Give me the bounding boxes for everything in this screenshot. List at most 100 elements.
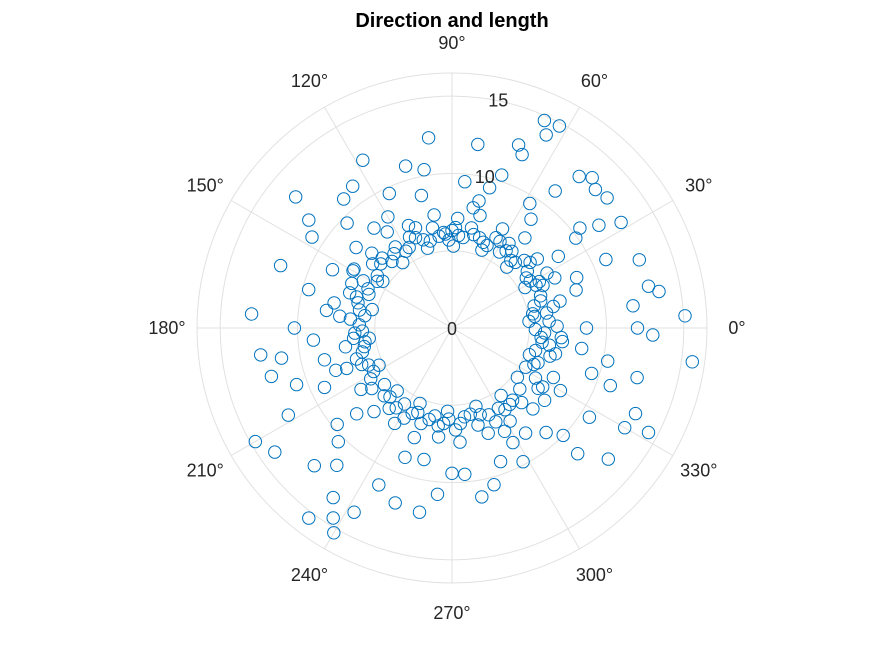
scatter-point [326,511,340,525]
scatter-point [268,445,282,459]
theta-tick-label: 240° [291,565,328,585]
scatter-point [374,257,388,271]
scatter-point [550,319,564,333]
scatter-point [495,222,510,236]
scatter-point [534,294,548,308]
scatter-point [412,505,427,519]
r-tick-label: 10 [475,167,495,187]
scatter-point [523,196,537,211]
scatter-point [571,447,585,461]
theta-grid-spoke [451,327,580,550]
scatter-point [475,490,489,504]
scatter-point [575,341,589,356]
scatter-point [405,406,419,421]
scatter-point [493,454,508,469]
scatter-point [362,331,376,345]
scatter-point [333,309,347,323]
scatter-point [517,253,531,268]
scatter-point [398,450,412,464]
scatter-point [537,393,552,407]
scatter-point [307,459,321,473]
scatter-point [476,235,490,250]
scatter-point [346,264,360,278]
scatter-point [552,119,567,133]
scatter-point [599,252,613,267]
scatter-point [329,363,343,377]
scatter-point [579,321,594,335]
scatter-point [432,229,446,243]
scatter-point [416,233,430,247]
scatter-point [330,458,344,472]
scatter-point [317,380,332,395]
scatter-point [381,210,395,224]
scatter-point [548,271,562,285]
chart-title: Direction and length [355,10,548,32]
theta-tick-label: 0° [728,318,745,338]
scatter-point [473,208,487,223]
scatter-point [497,424,512,438]
scatter-point [502,236,516,251]
scatter-point [397,397,412,411]
scatter-point [365,302,379,317]
scatter-point [364,372,378,386]
scatter-point [540,266,554,280]
scatter-point [382,401,396,416]
scatter-point [548,184,562,198]
scatter-point [551,249,565,263]
scatter-point [289,190,303,204]
theta-tick-label: 120° [291,71,328,91]
scatter-point [503,397,517,412]
scatter-point [542,314,556,328]
theta-grid-spoke [324,106,453,329]
scatter-point [526,402,540,416]
scatter-point [458,175,472,189]
scatter-point [614,215,628,230]
scatter-point [331,435,345,449]
scatter-point [678,309,692,323]
theta-tick-label: 90° [438,33,465,53]
scatter-point [487,478,501,492]
scatter-point [520,264,534,278]
scatter-point [305,230,319,244]
scatter-point [349,240,363,255]
scatter-point [343,312,358,326]
scatter-point [396,255,410,270]
scatter-point [630,370,644,385]
scatter-point [503,414,517,428]
scatter-point [382,186,396,201]
scatter-point [528,371,543,385]
scatter-point [457,410,472,424]
scatter-point [302,213,316,227]
scatter-point [319,303,334,318]
theta-grid-spoke [230,200,453,329]
scatter-point [519,271,533,285]
scatter-point [522,348,537,362]
scatter-point [388,496,402,510]
scatter-point [365,381,379,396]
scatter-point [537,113,552,128]
scatter-point [516,455,530,469]
theta-tick-label: 150° [187,176,224,196]
scatter-point [451,228,466,243]
scatter-point [584,366,599,381]
scatter-point [553,383,568,398]
scatter-points [244,113,699,540]
scatter-point [473,408,487,422]
scatter-point [436,225,451,240]
scatter-point [495,168,509,182]
scatter-point [365,246,379,260]
scatter-point [600,191,614,205]
scatter-point [442,412,456,426]
scatter-point [685,355,699,369]
scatter-point [511,138,526,152]
scatter-point [626,299,640,313]
scatter-point [445,466,459,480]
scatter-point [244,307,259,321]
scatter-point [421,131,436,145]
scatter-point [254,348,268,362]
scatter-point [388,416,402,431]
scatter-point [601,452,615,466]
scatter-point [367,404,381,419]
scatter-point [414,188,429,203]
